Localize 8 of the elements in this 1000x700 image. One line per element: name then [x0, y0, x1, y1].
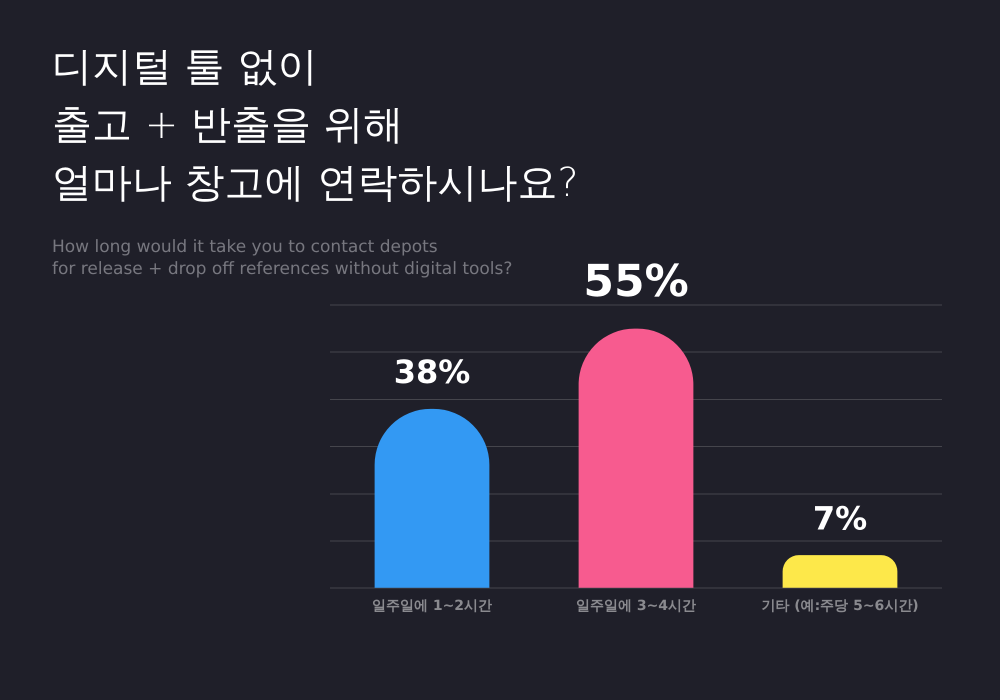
data-label: 38% — [394, 353, 470, 392]
chart-title: 디지털 툴 없이 출고 + 반출을 위해 얼마나 창고에 연락하시나요? — [52, 43, 579, 208]
x-tick-label: 일주일에 3~4시간 — [576, 598, 696, 614]
x-tick-label: 일주일에 1~2시간 — [372, 598, 492, 614]
x-tick-label: 기타 (예:주당 5~6시간) — [761, 598, 919, 614]
chart-subtitle: How long would it take you to contact depots for release + drop off references without digital tools? — [52, 236, 512, 280]
data-label: 7% — [812, 499, 868, 538]
data-label: 55% — [583, 256, 689, 308]
